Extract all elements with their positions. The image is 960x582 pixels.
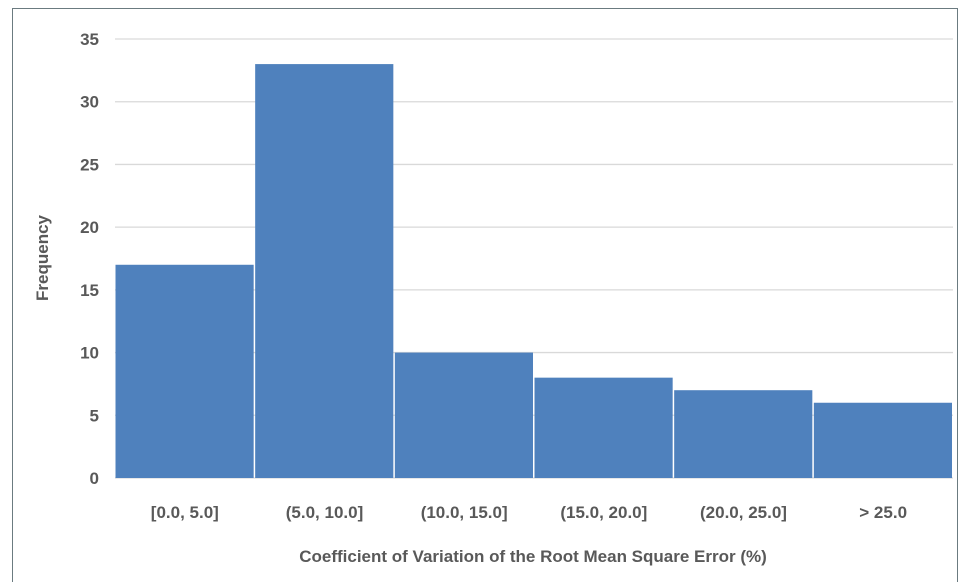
x-category-label: > 25.0 [859,503,907,522]
x-category-label: (5.0, 10.0] [286,503,364,522]
y-axis-ticks: 0 5 10 15 20 25 30 35 [80,30,99,488]
x-category-label: (20.0, 25.0] [700,503,787,522]
y-tick-label: 0 [90,469,99,488]
bar [813,402,952,478]
bar [674,390,813,478]
bars [115,64,952,478]
y-tick-label: 35 [80,30,99,49]
y-tick-label: 30 [80,93,99,112]
bar [115,264,254,478]
x-axis-categories: [0.0, 5.0] (5.0, 10.0] (10.0, 15.0] (15.0, … [151,503,907,522]
y-axis-title: Frequency [33,214,52,301]
bar [394,352,533,478]
y-tick-label: 10 [80,344,99,363]
gridlines [115,38,953,479]
x-category-label: (15.0, 20.0] [560,503,647,522]
x-axis-title: Coefficient of Variation of the Root Mea… [299,547,767,566]
bar [255,64,394,478]
y-tick-label: 20 [80,218,99,237]
x-category-label: [0.0, 5.0] [151,503,219,522]
y-tick-label: 15 [80,281,99,300]
y-tick-label: 5 [90,406,99,425]
bar [534,377,673,478]
y-tick-label: 25 [80,155,99,174]
x-category-label: (10.0, 15.0] [421,503,508,522]
